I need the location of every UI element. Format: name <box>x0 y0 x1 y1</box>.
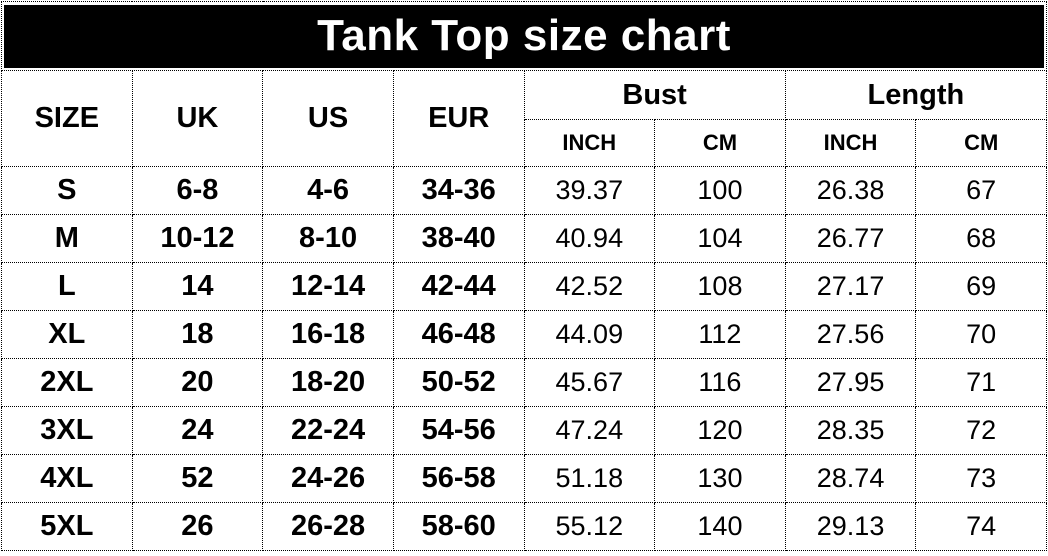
header-eur: EUR <box>392 70 525 167</box>
cell-size: 5XL <box>1 502 133 551</box>
cell-length-cm: 67 <box>915 166 1047 215</box>
cell-us: 18-20 <box>262 358 394 407</box>
cell-eur: 46-48 <box>392 310 525 359</box>
cell-length-cm: 73 <box>915 454 1047 503</box>
row-s: S 6-8 4-6 34-36 39.37 100 26.38 67 <box>1 166 1047 215</box>
cell-bust-inch: 42.52 <box>523 262 656 311</box>
cell-size: M <box>1 214 133 263</box>
cell-uk: 14 <box>131 262 264 311</box>
cell-us: 4-6 <box>262 166 394 215</box>
cell-bust-inch: 40.94 <box>523 214 656 263</box>
cell-bust-inch: 47.24 <box>523 406 656 455</box>
header-row-main: SIZE UK US EUR Bust Length <box>1 70 1048 167</box>
cell-length-cm: 72 <box>915 406 1047 455</box>
cell-uk: 26 <box>131 502 264 551</box>
cell-bust-cm: 100 <box>654 166 786 215</box>
cell-bust-inch: 39.37 <box>523 166 656 215</box>
cell-bust-inch: 45.67 <box>523 358 656 407</box>
cell-length-cm: 71 <box>915 358 1047 407</box>
row-5xl: 5XL 26 26-28 58-60 55.12 140 29.13 74 <box>1 502 1047 551</box>
header-bust-inch: INCH <box>523 119 656 167</box>
cell-length-cm: 74 <box>915 502 1047 551</box>
cell-length-inch: 28.74 <box>784 454 917 503</box>
title-row: Tank Top size chart <box>1 1 1047 71</box>
table-body: S 6-8 4-6 34-36 39.37 100 26.38 67 M 10-… <box>1 166 1047 551</box>
cell-length-inch: 27.56 <box>784 310 917 359</box>
header-length-cm: CM <box>915 119 1047 167</box>
title-bar: Tank Top size chart <box>1 1 1047 71</box>
cell-size: S <box>1 166 133 215</box>
row-2xl: 2XL 20 18-20 50-52 45.67 116 27.95 71 <box>1 358 1047 407</box>
cell-uk: 18 <box>131 310 264 359</box>
cell-length-inch: 28.35 <box>784 406 917 455</box>
cell-length-inch: 27.95 <box>784 358 917 407</box>
cell-bust-inch: 51.18 <box>523 454 656 503</box>
cell-uk: 52 <box>131 454 264 503</box>
cell-bust-cm: 120 <box>654 406 786 455</box>
cell-length-cm: 70 <box>915 310 1047 359</box>
cell-bust-cm: 130 <box>654 454 786 503</box>
cell-bust-cm: 104 <box>654 214 786 263</box>
cell-size: 4XL <box>1 454 133 503</box>
row-xl: XL 18 16-18 46-48 44.09 112 27.56 70 <box>1 310 1047 359</box>
cell-eur: 50-52 <box>392 358 525 407</box>
cell-uk: 20 <box>131 358 264 407</box>
cell-eur: 38-40 <box>392 214 525 263</box>
cell-bust-cm: 112 <box>654 310 786 359</box>
cell-bust-cm: 140 <box>654 502 786 551</box>
cell-length-inch: 26.38 <box>784 166 917 215</box>
cell-eur: 34-36 <box>392 166 525 215</box>
cell-eur: 56-58 <box>392 454 525 503</box>
header-bust-cm: CM <box>654 119 786 167</box>
cell-length-cm: 69 <box>915 262 1047 311</box>
cell-us: 12-14 <box>262 262 394 311</box>
cell-bust-inch: 55.12 <box>523 502 656 551</box>
row-4xl: 4XL 52 24-26 56-58 51.18 130 28.74 73 <box>1 454 1047 503</box>
cell-uk: 10-12 <box>131 214 264 263</box>
cell-size: 3XL <box>1 406 133 455</box>
cell-length-inch: 26.77 <box>784 214 917 263</box>
cell-length-inch: 27.17 <box>784 262 917 311</box>
cell-eur: 54-56 <box>392 406 525 455</box>
header-uk: UK <box>131 70 264 167</box>
cell-eur: 58-60 <box>392 502 525 551</box>
cell-bust-inch: 44.09 <box>523 310 656 359</box>
cell-us: 22-24 <box>262 406 394 455</box>
header-size: SIZE <box>1 70 133 167</box>
cell-length-cm: 68 <box>915 214 1047 263</box>
cell-eur: 42-44 <box>392 262 525 311</box>
cell-size: XL <box>1 310 133 359</box>
cell-length-inch: 29.13 <box>784 502 917 551</box>
cell-us: 26-28 <box>262 502 394 551</box>
table-header: Tank Top size chart SIZE UK US EUR Bust … <box>1 1 1048 167</box>
cell-bust-cm: 116 <box>654 358 786 407</box>
row-3xl: 3XL 24 22-24 54-56 47.24 120 28.35 72 <box>1 406 1047 455</box>
cell-us: 8-10 <box>262 214 394 263</box>
cell-size: L <box>1 262 133 311</box>
header-length-inch: INCH <box>784 119 917 167</box>
header-length: Length <box>784 70 1048 120</box>
row-m: M 10-12 8-10 38-40 40.94 104 26.77 68 <box>1 214 1047 263</box>
header-bust: Bust <box>523 70 786 120</box>
row-l: L 14 12-14 42-44 42.52 108 27.17 69 <box>1 262 1047 311</box>
cell-us: 24-26 <box>262 454 394 503</box>
cell-uk: 24 <box>131 406 264 455</box>
cell-bust-cm: 108 <box>654 262 786 311</box>
header-us: US <box>262 70 394 167</box>
cell-uk: 6-8 <box>131 166 264 215</box>
cell-us: 16-18 <box>262 310 394 359</box>
cell-size: 2XL <box>1 358 133 407</box>
page-title: Tank Top size chart <box>4 4 1044 68</box>
